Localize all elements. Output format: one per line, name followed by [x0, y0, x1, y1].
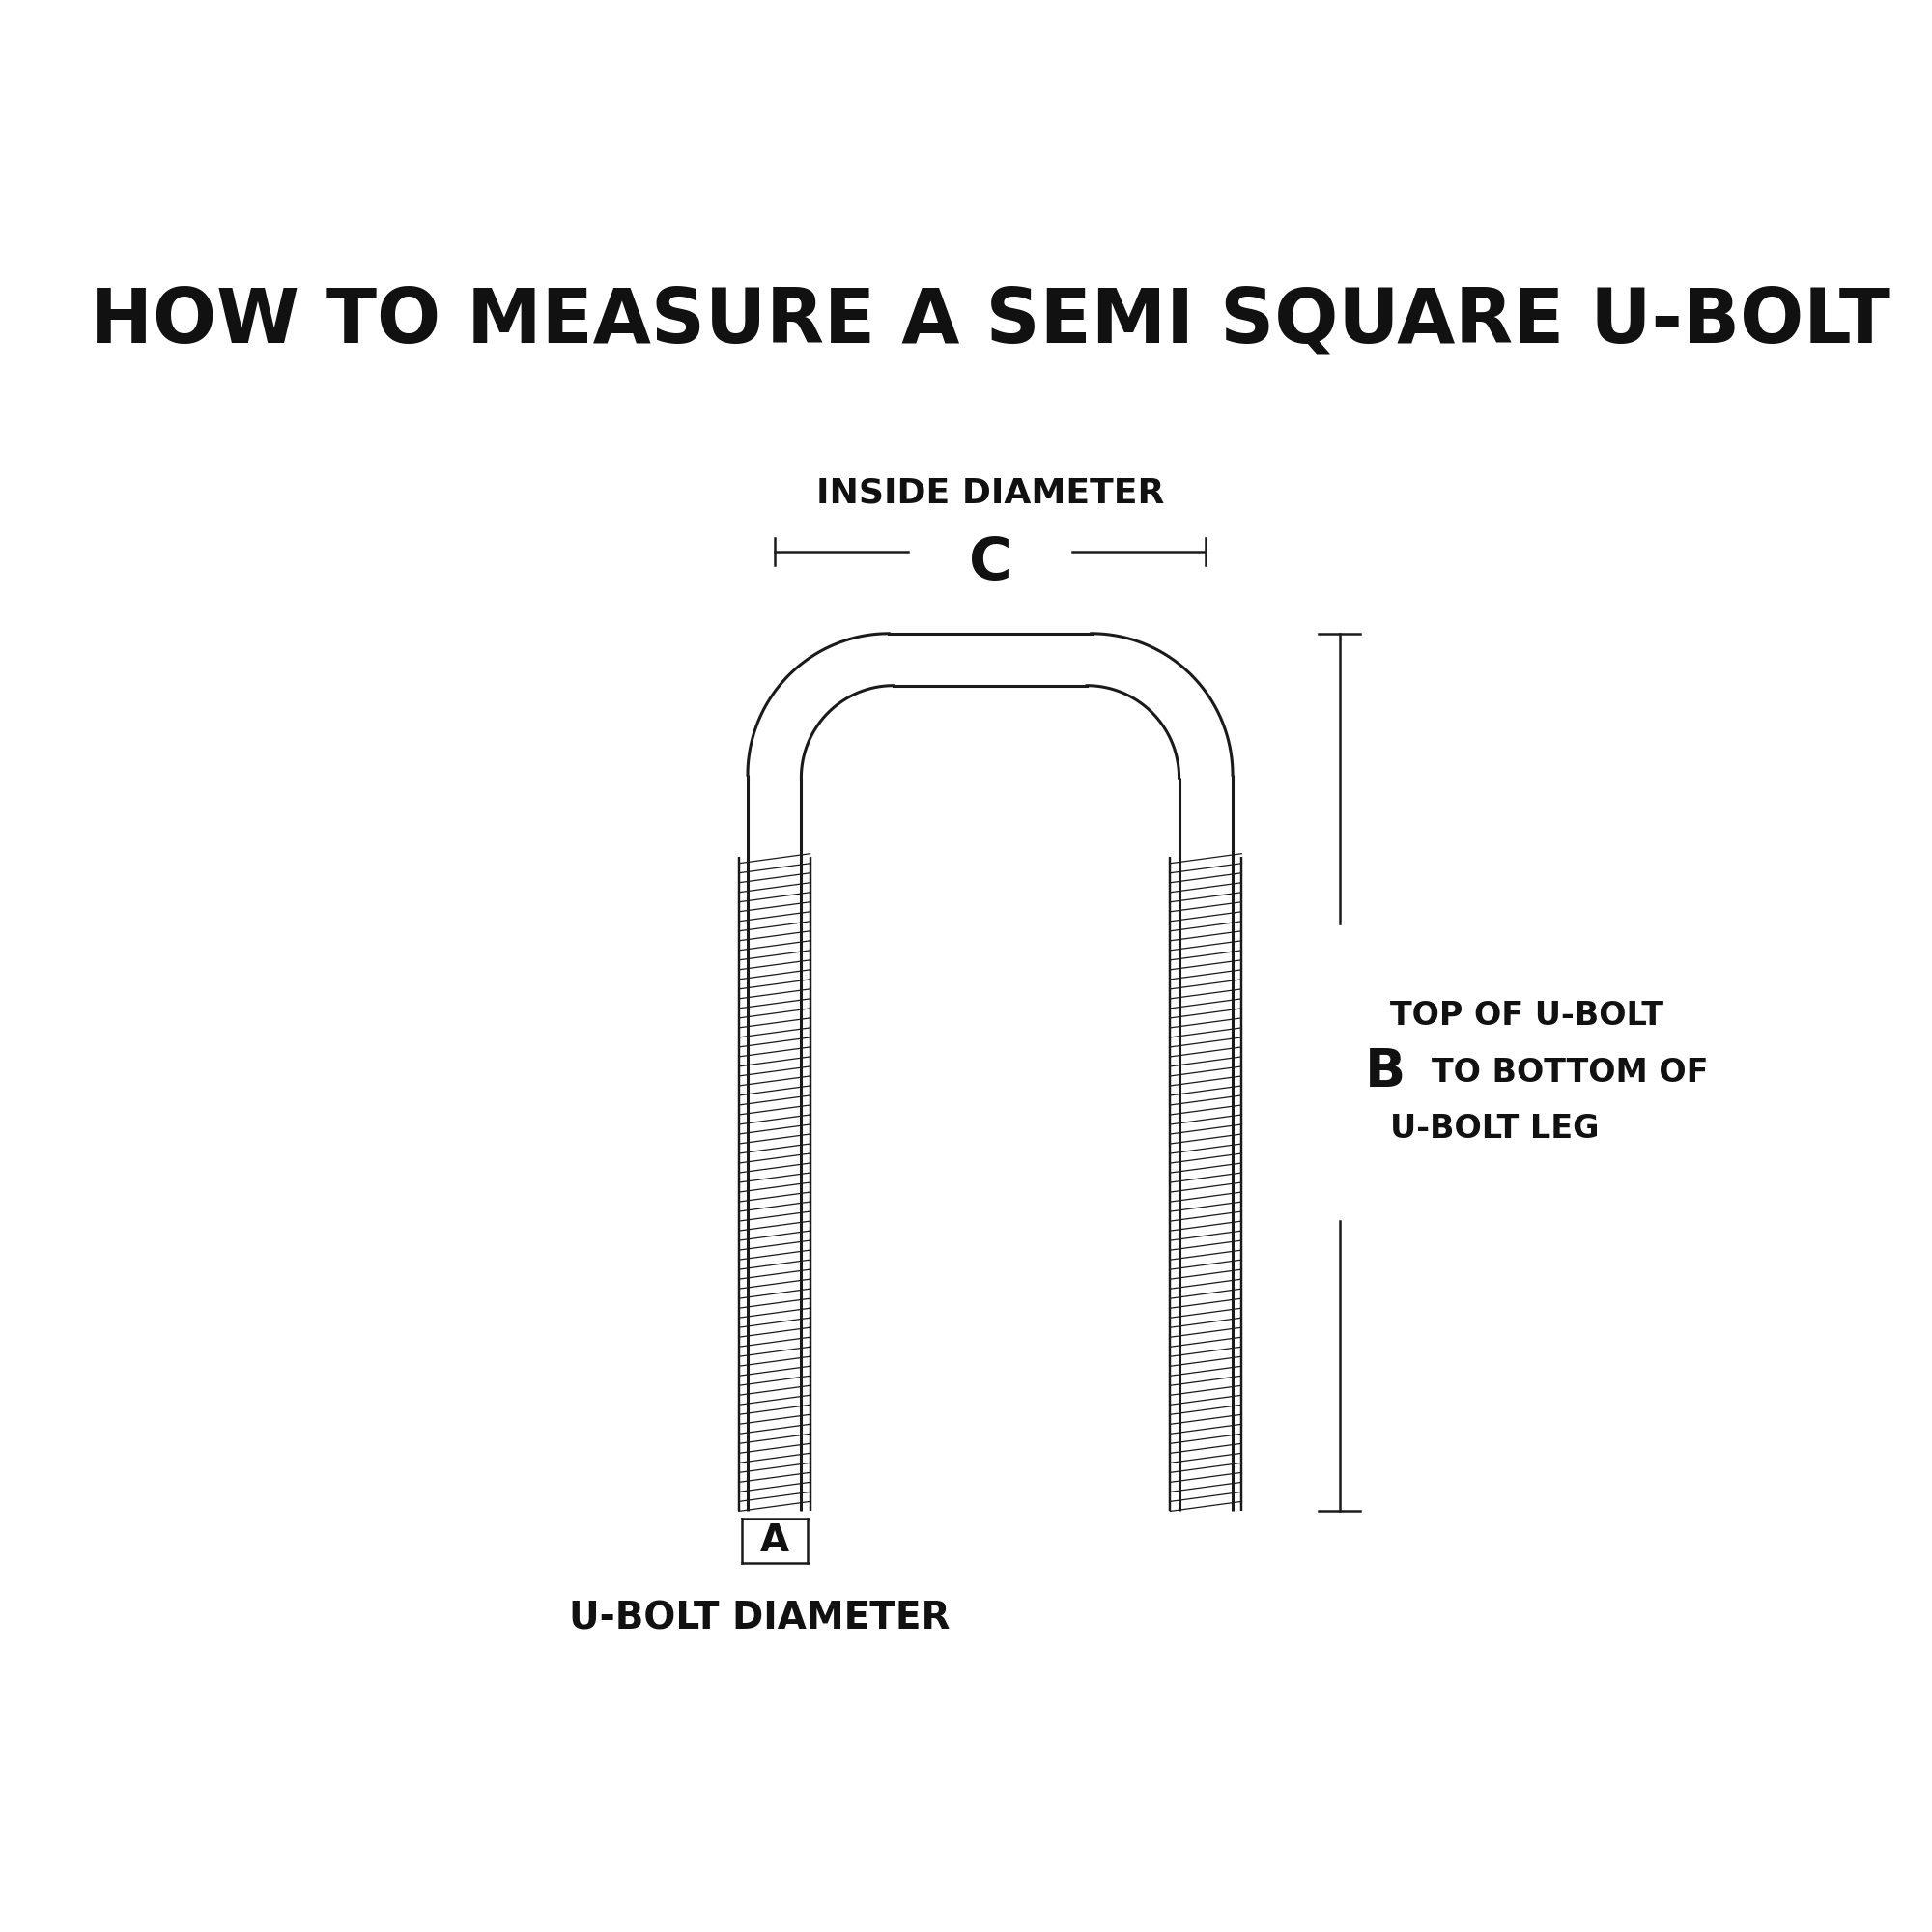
Text: INSIDE DIAMETER: INSIDE DIAMETER [815, 477, 1165, 510]
Text: C: C [968, 535, 1012, 591]
Text: B: B [1366, 1047, 1406, 1099]
Text: TOP OF U-BOLT: TOP OF U-BOLT [1391, 1001, 1663, 1032]
Text: U-BOLT DIAMETER: U-BOLT DIAMETER [570, 1600, 951, 1636]
Text: U-BOLT LEG: U-BOLT LEG [1391, 1113, 1600, 1146]
Text: TO BOTTOM OF: TO BOTTOM OF [1432, 1057, 1708, 1088]
Text: A: A [759, 1522, 788, 1559]
Text: HOW TO MEASURE A SEMI SQUARE U-BOLT: HOW TO MEASURE A SEMI SQUARE U-BOLT [91, 284, 1889, 357]
